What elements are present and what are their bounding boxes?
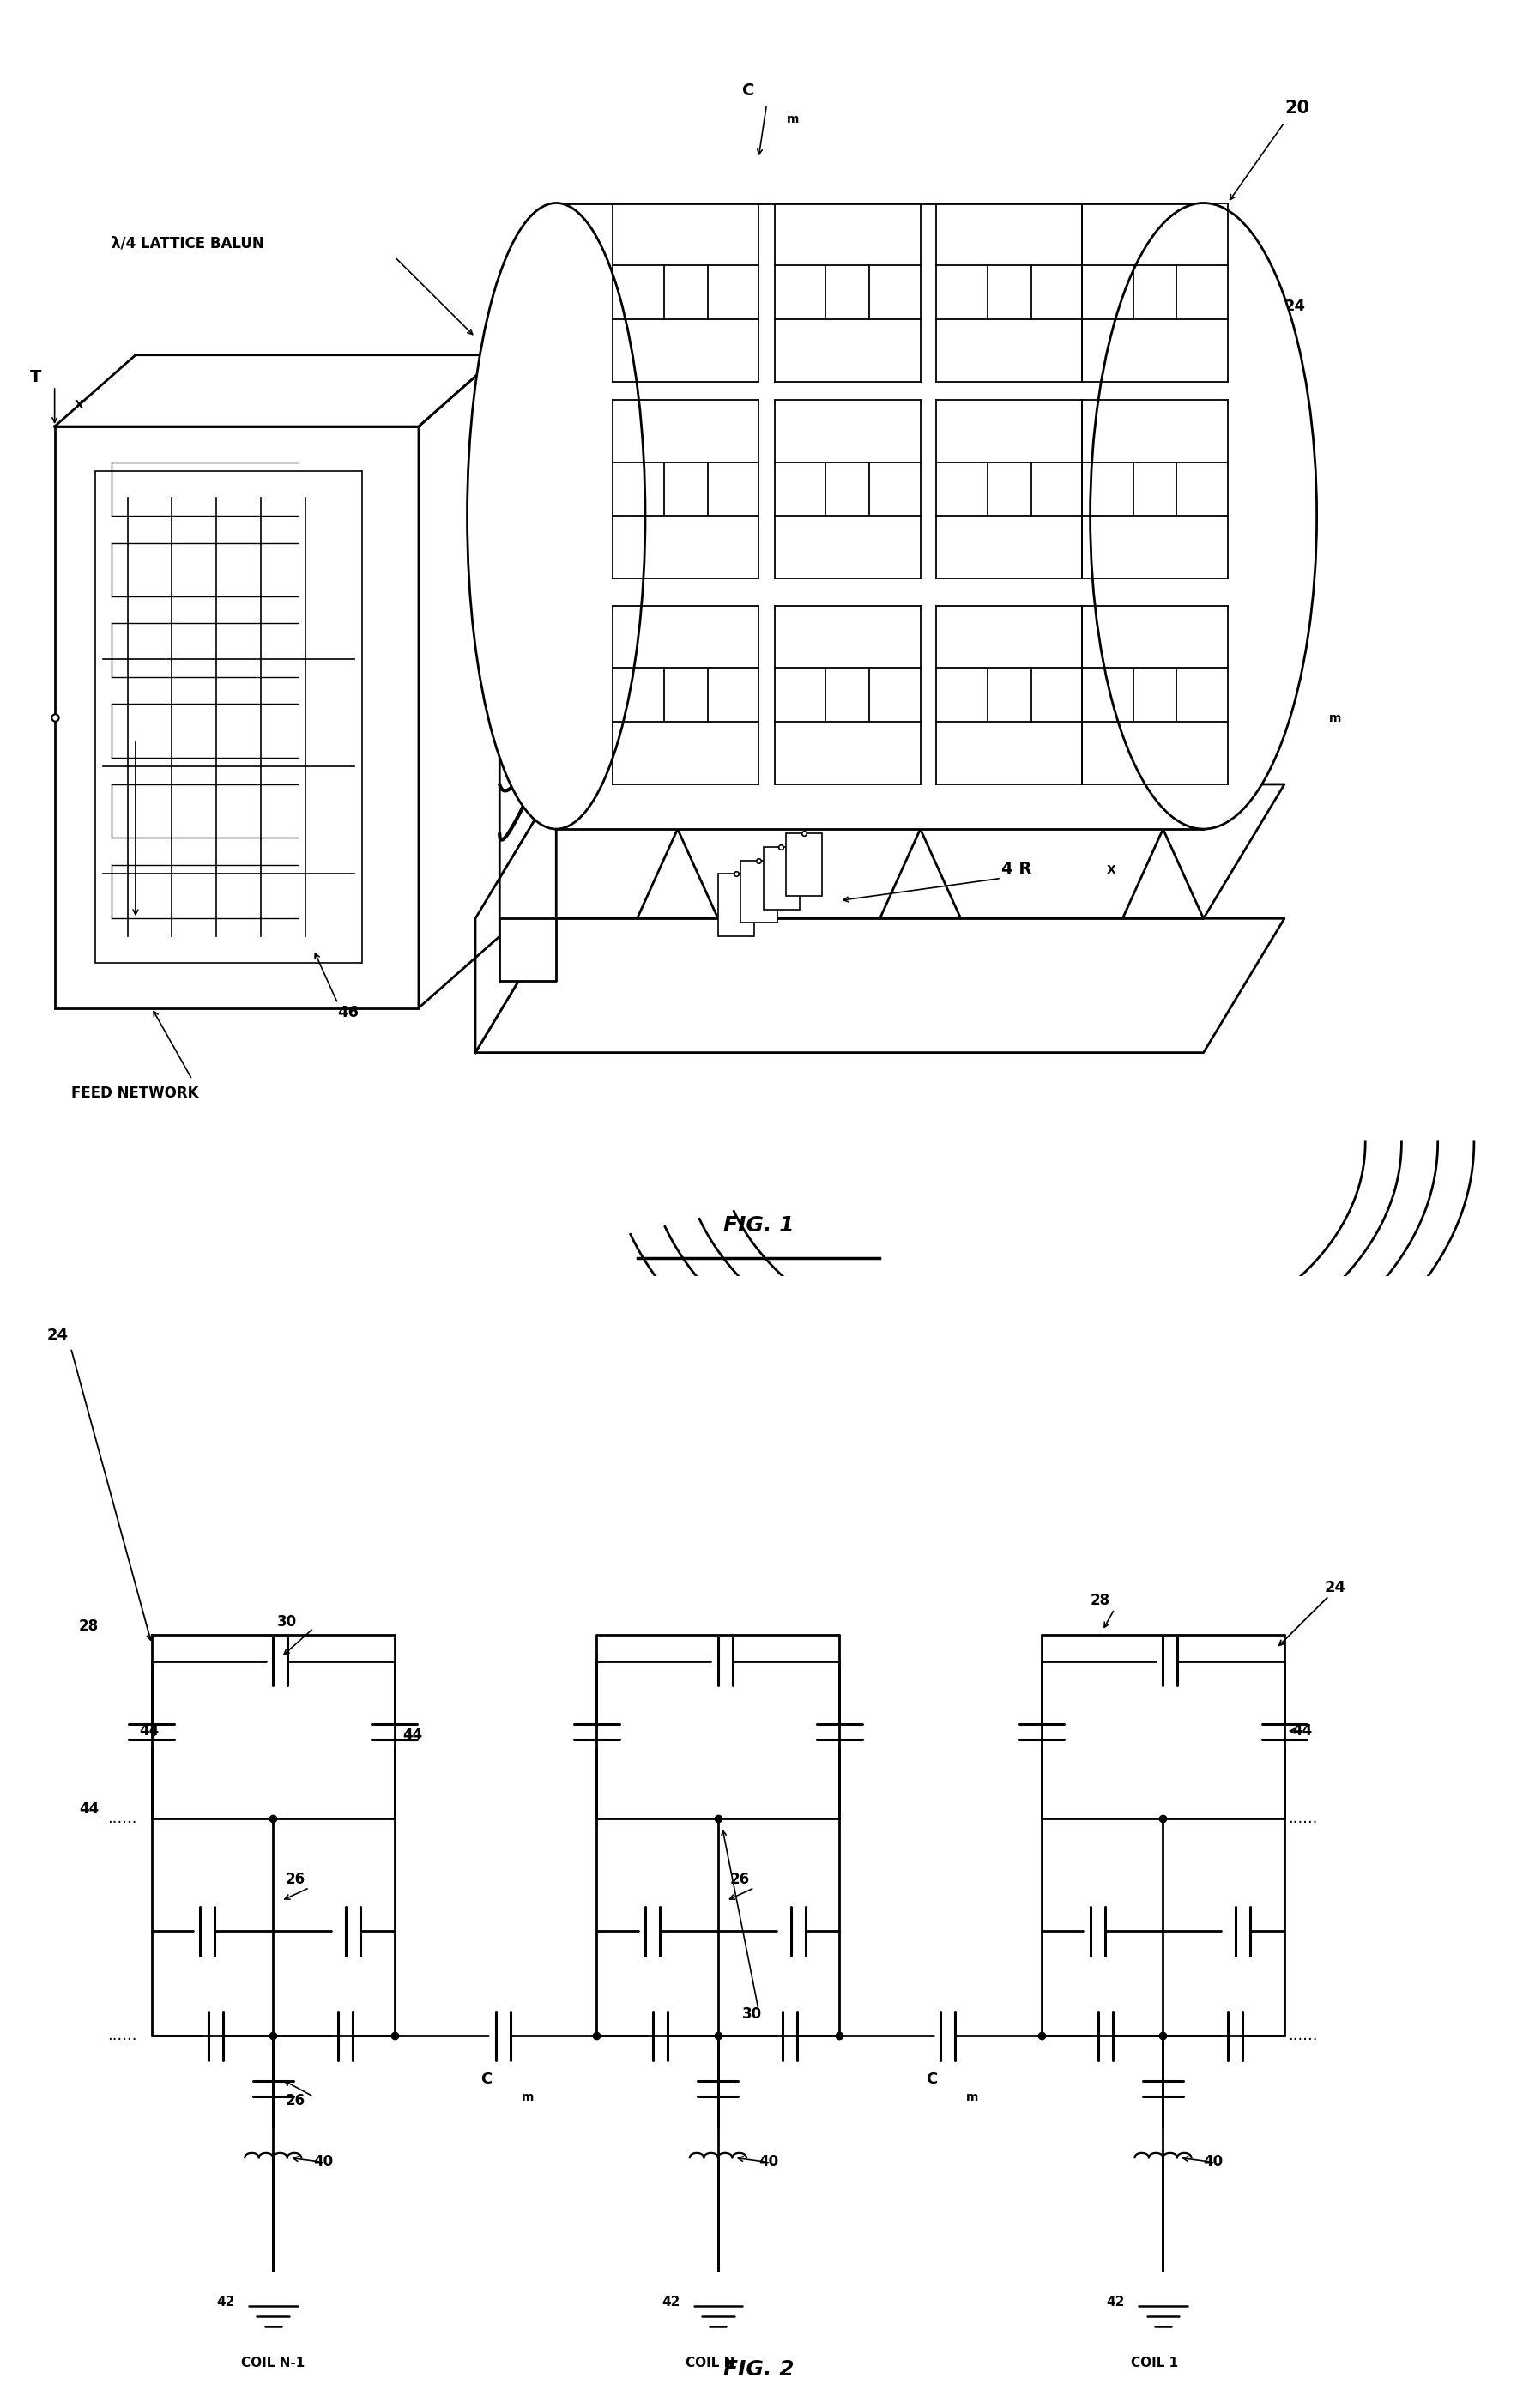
Text: 28: 28 [79,1618,99,1635]
Bar [786,833,822,896]
Polygon shape [475,785,557,1052]
Text: 28: 28 [1091,1592,1110,1609]
Polygon shape [475,917,1285,1052]
Text: C: C [925,2071,938,2088]
Text: COIL N-1: COIL N-1 [241,2355,305,2369]
Ellipse shape [1091,202,1317,828]
Text: C: C [481,2071,493,2088]
Polygon shape [55,354,499,426]
Text: 44: 44 [140,1724,159,1739]
Text: ......: ...... [108,2028,137,2044]
Text: FIG. 2: FIG. 2 [724,2360,793,2379]
Text: 30: 30 [278,1613,297,1630]
Text: 26: 26 [730,1871,749,1888]
Text: X: X [1106,864,1115,877]
Bar [55,426,419,1009]
Bar [740,860,777,922]
Polygon shape [475,785,1285,917]
Text: 44: 44 [79,1801,99,1818]
Text: m: m [787,113,799,125]
Text: FIG. 1: FIG. 1 [724,1216,793,1235]
Bar [763,848,799,910]
Text: 24: 24 [47,1327,68,1344]
Text: 40: 40 [758,2155,778,2170]
Text: 20: 20 [1285,99,1309,118]
Polygon shape [499,917,557,980]
Text: FEED NETWORK: FEED NETWORK [71,1086,199,1100]
Text: 30: 30 [742,2006,762,2023]
Text: 22: 22 [1285,503,1306,520]
Ellipse shape [467,202,645,828]
Bar [718,874,754,937]
Text: 4 R: 4 R [1001,862,1032,877]
Text: ......: ...... [1288,1811,1318,1825]
Text: m: m [966,2093,978,2105]
Text: C: C [1285,681,1297,698]
Text: 42: 42 [499,710,520,725]
Text: C: C [742,82,754,99]
Text: COIL 1: COIL 1 [1130,2355,1179,2369]
Text: 40: 40 [314,2155,334,2170]
Text: m: m [1329,713,1341,725]
Text: 42: 42 [661,2295,680,2309]
Text: 42: 42 [1106,2295,1124,2309]
Polygon shape [557,202,1203,828]
Text: λ/4 LATTICE BALUN: λ/4 LATTICE BALUN [111,236,264,250]
Text: X: X [74,400,83,412]
Text: 44: 44 [1292,1724,1312,1739]
Text: 44: 44 [402,1727,422,1743]
Text: COIL N: COIL N [686,2355,734,2369]
Polygon shape [419,354,499,1009]
Text: 26: 26 [285,1871,305,1888]
Text: 46: 46 [338,1004,360,1021]
Text: 40: 40 [1203,2155,1223,2170]
Text: m: m [522,2093,534,2105]
Text: 24: 24 [1285,299,1306,313]
Text: 26: 26 [285,2093,305,2109]
Text: ......: ...... [108,1811,137,1825]
Bar [96,472,363,963]
Text: 42: 42 [217,2295,235,2309]
Text: ......: ...... [1288,2028,1318,2044]
Text: 24: 24 [1324,1580,1346,1594]
Text: T: T [30,368,42,385]
